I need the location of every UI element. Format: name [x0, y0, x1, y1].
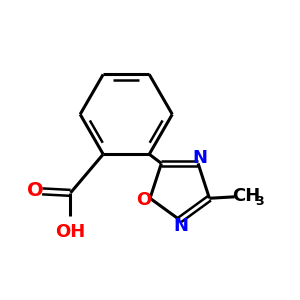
Text: O: O [27, 181, 44, 200]
Text: OH: OH [56, 224, 86, 242]
Text: O: O [136, 191, 151, 209]
Text: N: N [174, 218, 189, 236]
Text: N: N [192, 149, 207, 167]
Text: 3: 3 [256, 195, 264, 208]
Text: CH: CH [232, 187, 260, 205]
